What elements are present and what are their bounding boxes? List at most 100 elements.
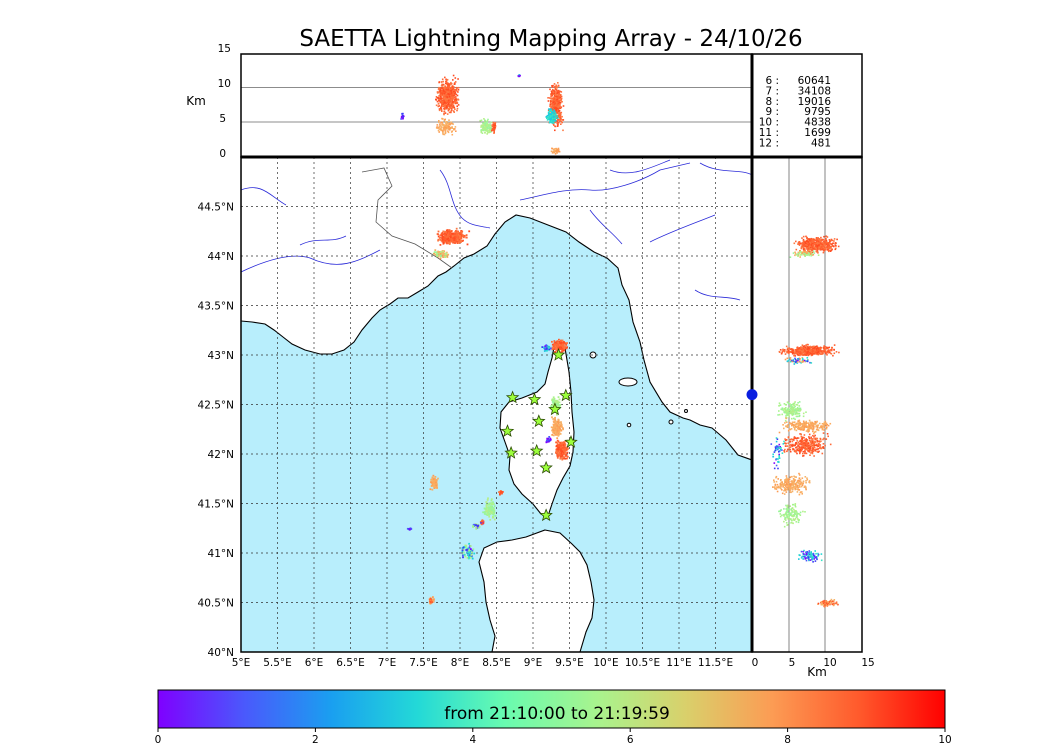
lightning-source-point [567,447,569,450]
altitude-side-source-point [809,425,812,427]
altitude-side-source-point [815,438,817,441]
altitude-side-source-point [823,349,826,352]
altitude-side-source-point [814,434,816,437]
altitude-side-source-point [792,351,795,354]
altitude-top-source-point [436,97,439,99]
altitude-side-source-point [806,439,809,441]
lightning-source-point [430,599,433,601]
altitude-top-source-point [551,111,554,114]
lightning-source-point [554,430,557,433]
altitude-side-source-point [785,417,787,420]
lightning-source-point [489,509,491,512]
altitude-top-source-point [441,123,444,125]
altitude-side-source-point [804,346,807,349]
altitude-top-source-point [553,109,555,111]
altitude-top-source-point [558,99,561,102]
altitude-top-source-point [546,117,548,119]
altitude-side-source-point [792,403,794,406]
altitude-side-source-point [809,349,811,352]
altitude-side-source-point [816,345,818,347]
altitude-top-source-point [558,110,560,112]
lightning-source-point [545,346,548,349]
altitude-side-source-point [812,349,815,351]
altitude-side-source-point [836,238,838,241]
altitude-top-source-point [447,97,449,100]
altitude-side-source-point [813,449,815,451]
altitude-top-source-point [448,101,450,104]
altitude-side-source-point [801,360,804,363]
altitude-side-source-point [784,445,787,447]
lightning-source-point [433,483,435,486]
altitude-side-source-point [794,427,796,429]
altitude-side-source-point [786,414,789,417]
altitude-side-source-point [808,425,811,428]
altitude-side-source-point [822,350,825,352]
altitude-top-source-point [551,91,553,93]
lightning-source-point [476,523,479,526]
altitude-side-source-point [813,345,815,348]
altitude-top-panel: 15 10 5 0 Km [186,43,753,160]
altitude-side-source-point [803,252,806,255]
altitude-side-source-point [792,426,795,428]
altitude-top-source-point [454,100,456,102]
altitude-side-source-point [806,247,809,250]
lightning-source-point [451,240,454,242]
lightning-source-point [563,450,565,452]
altitude-side-source-point [793,352,795,355]
altitude-side-source-point [789,421,791,424]
lightning-source-point [552,401,555,404]
lightning-source-point [559,457,562,460]
lightning-source-point [447,237,450,240]
altitude-side-source-point [799,254,801,256]
altitude-top-source-point [555,89,558,91]
altitude-top-source-point [485,121,488,123]
altitude-side-source-point [824,420,827,423]
altitude-top-source-point [440,109,443,111]
altitude-side-source-point [803,436,805,439]
altitude-top-source-point [439,97,442,100]
altitude-side-source-point [829,443,832,446]
altitude-side-source-point [824,351,826,354]
lightning-source-point [485,508,488,510]
altitude-side-source-point [828,249,831,252]
altitude-top-source-point [442,80,444,83]
altitude-side-source-point [816,349,818,352]
lightning-source-point [455,227,458,230]
altitude-top-source-point [441,124,443,126]
altitude-side-source-point [794,437,796,440]
altitude-top-source-point [562,119,565,121]
lightning-source-point [557,420,559,423]
altitude-top-source-point [447,107,449,110]
altitude-top-source-point [446,104,448,106]
lightning-source-point [553,426,556,428]
altitude-top-source-point [482,122,484,124]
altitude-top-source-point [553,113,555,115]
altitude-side-source-point [822,432,825,434]
altitude-side-source-point [814,437,817,440]
altitude-side-source-point [815,444,817,446]
altitude-side-source-point [813,352,816,355]
lightning-source-point [431,482,433,484]
altitude-top-source-point [483,118,485,120]
altitude-side-source-point [821,246,823,248]
altitude-top-source-point [486,130,489,133]
altitude-side-source-point [786,411,789,414]
altitude-top-source-point [558,91,560,93]
altitude-top-source-point [486,125,489,127]
altitude-side-source-point [797,409,799,412]
lightning-source-point [441,233,443,235]
altitude-side-source-point [785,407,787,409]
altitude-side-source-point [823,249,826,252]
altitude-top-source-point [438,99,440,102]
altitude-side-source-point [782,409,785,411]
altitude-side-source-point [816,347,819,349]
altitude-side-source-point [822,427,824,430]
altitude-side-source-point [827,424,830,427]
altitude-top-source-point [488,126,491,128]
lightning-source-point [492,515,494,518]
lightning-source-point [463,553,466,556]
altitude-top-source-point [552,117,555,120]
altitude-top-source-point [446,101,448,103]
altitude-side-source-point [785,416,787,419]
